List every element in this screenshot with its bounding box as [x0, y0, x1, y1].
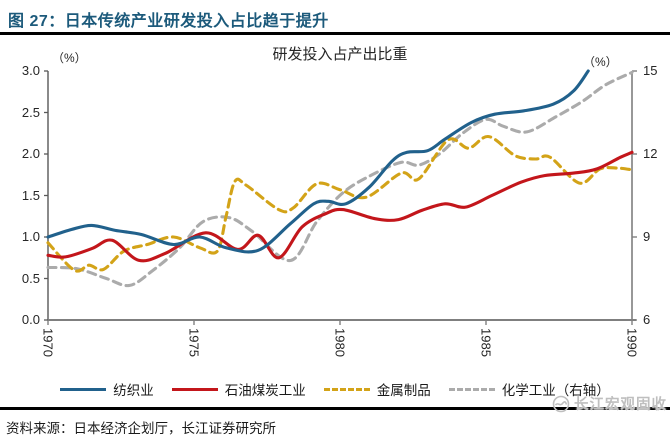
watermark-text: 长江宏观固收 [574, 397, 667, 413]
left-axis-tick-label: 2.0 [21, 146, 40, 161]
series-line-4 [46, 70, 634, 288]
brand-logo-icon [552, 395, 570, 412]
figure-title: 图 27：日本传统产业研发投入占比趋于提升 [8, 13, 329, 30]
left-axis-tick-label: 1.0 [21, 229, 40, 244]
series-line-1 [46, 69, 590, 254]
x-axis-tick-label: 1975 [186, 328, 202, 357]
left-axis-tick-label: 2.5 [21, 104, 40, 120]
x-axis-tick-label: 1970 [40, 328, 56, 357]
x-axis-tick-label: 1985 [478, 328, 494, 357]
left-axis-unit: （%） [52, 51, 87, 65]
left-axis-tick-label: 0.5 [21, 270, 40, 286]
series-line-3 [46, 135, 634, 273]
left-axis-tick-label: 3.0 [21, 63, 40, 78]
chart-legend: 纺织业 石油煤炭工业 金属制品 化学工业（右轴） [0, 379, 670, 399]
legend-item-petroleum-coal: 石油煤炭工业 [171, 379, 306, 399]
chart-title: 研发投入占产出比重 [272, 46, 408, 63]
title-divider [0, 32, 670, 35]
legend-item-chemical: 化学工业（右轴） [448, 379, 610, 399]
x-axis-tick-label: 1990 [624, 328, 640, 357]
footer-divider [0, 407, 670, 410]
legend-label: 石油煤炭工业 [224, 383, 306, 398]
legend-line-sample [448, 387, 495, 391]
brand-watermark: 长江宏观固收 [552, 393, 667, 414]
legend-label: 化学工业（右轴） [501, 383, 610, 398]
legend-label: 金属制品 [376, 383, 431, 398]
legend-label: 纺织业 [113, 383, 154, 398]
x-axis-tick-label: 1980 [332, 328, 348, 357]
right-axis-tick-label: 9 [643, 229, 651, 244]
legend-item-metal-products: 金属制品 [323, 379, 431, 399]
series-line-2 [46, 150, 634, 263]
legend-line-sample [323, 387, 370, 391]
right-axis-tick-label: 15 [643, 63, 658, 78]
left-axis-tick-label: 1.5 [21, 187, 40, 203]
left-axis-tick-label: 0.0 [21, 312, 40, 327]
right-axis-tick-label: 6 [643, 312, 651, 327]
right-axis-tick-label: 12 [643, 146, 658, 161]
legend-line-sample [171, 387, 218, 391]
right-axis-unit: （%） [583, 55, 618, 69]
line-chart-canvas [44, 69, 637, 325]
legend-item-textile: 纺织业 [60, 379, 154, 399]
source-note: 资料来源：日本经济企划厅，长江证券研究所 [6, 421, 276, 436]
legend-line-sample [60, 387, 107, 391]
